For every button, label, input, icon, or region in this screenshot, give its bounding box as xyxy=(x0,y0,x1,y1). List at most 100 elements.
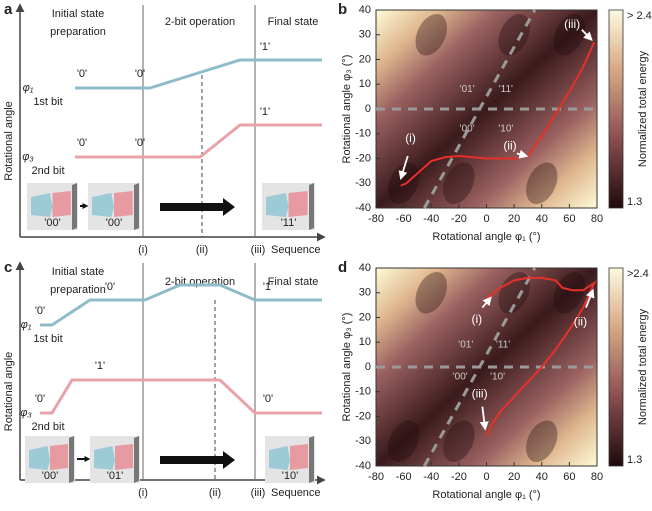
icon-label: '11' xyxy=(281,217,297,229)
bit-name: 1st bit xyxy=(33,333,62,345)
y-tick-label: -20 xyxy=(355,410,371,422)
section-title: Final state xyxy=(268,16,319,28)
colorbar-label: > 2.4 xyxy=(627,10,652,22)
icon-label: '10' xyxy=(282,470,298,482)
x-label: (iii) xyxy=(251,244,266,256)
state-label: '00' xyxy=(453,372,468,383)
heatmap-minimum xyxy=(526,162,558,205)
x-tick-label: 20 xyxy=(508,213,520,225)
annotation-arrow xyxy=(585,288,595,308)
y-tick-label: -20 xyxy=(355,152,371,164)
bit-symbol: φ₁ xyxy=(21,319,32,331)
annotation-arrow xyxy=(581,29,593,41)
x-label: (ii) xyxy=(196,244,208,256)
y-tick-label: 20 xyxy=(359,311,371,323)
colorbar-title: Normalized total energy xyxy=(637,50,649,167)
y-tick-label: -30 xyxy=(355,177,371,189)
icon-slab xyxy=(134,436,139,483)
section-title: Final state xyxy=(268,276,319,288)
bit-state-label: '0' xyxy=(135,137,145,149)
annotation: (iii) xyxy=(472,386,488,400)
bit-line xyxy=(75,123,322,159)
section-title: Initial state xyxy=(52,266,105,278)
bit-symbol: φ₃ xyxy=(20,407,32,419)
annotation-arrow xyxy=(516,149,529,159)
bit-symbol: φ₃ xyxy=(22,151,34,163)
x-tick-label: 40 xyxy=(536,471,548,483)
y-tick-label: -10 xyxy=(355,128,371,140)
heatmap-minimum xyxy=(526,420,558,463)
section-title: 2-bit operation xyxy=(165,16,235,28)
icon-slab xyxy=(309,183,314,230)
x-tick-label: 80 xyxy=(591,213,603,225)
x-tick-label: -60 xyxy=(396,471,412,483)
state-label: '01' xyxy=(460,84,475,95)
y-tick-label: 30 xyxy=(359,29,371,41)
bit-name: 2nd bit xyxy=(31,421,64,433)
icon-label: '00' xyxy=(42,470,58,482)
icon-label: '00' xyxy=(44,217,60,229)
icon-label: '00' xyxy=(106,217,122,229)
x-tick-label: 60 xyxy=(563,471,575,483)
y-tick-label: 40 xyxy=(359,262,371,274)
state-label: '01' xyxy=(458,339,473,350)
bit-state-label: '0' xyxy=(105,281,115,293)
heatmap-minimum xyxy=(443,162,475,205)
y-tick-label: 10 xyxy=(359,336,371,348)
bit-state-label: '1' xyxy=(260,41,270,53)
heatmap-minimum xyxy=(387,420,420,463)
heatmap-minimum xyxy=(498,13,530,56)
x-tick-label: -20 xyxy=(451,213,467,225)
x-label: (iii) xyxy=(251,487,266,499)
x-axis-title: Rotational angle φ₁ (°) xyxy=(432,231,540,243)
state-label: '11' xyxy=(499,84,513,95)
heatmap-minimum xyxy=(553,271,586,314)
section-title: preparation xyxy=(50,284,106,296)
trajectory xyxy=(485,276,597,437)
annotation: (ii) xyxy=(574,315,587,329)
x-tick-label: 0 xyxy=(483,213,489,225)
section-title: preparation xyxy=(50,26,106,38)
icon-slab xyxy=(69,436,74,483)
y-tick-label: 30 xyxy=(359,287,371,299)
guide-line xyxy=(423,9,537,209)
icon-block xyxy=(29,446,50,470)
icon-block xyxy=(115,444,133,470)
panel-letter: c xyxy=(4,259,12,276)
y-tick-label: -40 xyxy=(355,202,371,214)
icon-slab xyxy=(309,436,314,483)
x-title: Sequence xyxy=(271,244,321,256)
bit-state-label: '0' xyxy=(77,68,87,80)
x-tick-label: -60 xyxy=(396,213,412,225)
bit-state-label: '1' xyxy=(260,106,270,118)
bit-symbol: φ₁ xyxy=(23,82,34,94)
icon-slab xyxy=(134,183,139,230)
annotation: (i) xyxy=(405,131,416,145)
annotation-arrow xyxy=(481,296,492,309)
x-tick-label: -80 xyxy=(368,213,384,225)
big-arrow xyxy=(160,451,235,469)
icon-block xyxy=(290,444,308,470)
bit-state-label: '1' xyxy=(95,360,105,372)
heatmap-minimum xyxy=(415,13,447,56)
x-axis-title: Rotational angle φ₁ (°) xyxy=(432,489,540,501)
colorbar-title: Normalized total energy xyxy=(637,308,649,425)
heatmap-minimum xyxy=(415,271,447,314)
x-tick-label: -80 xyxy=(368,471,384,483)
bit-state-label: '0' xyxy=(135,68,145,80)
colorbar xyxy=(608,267,624,467)
bit-name: 2nd bit xyxy=(31,165,64,177)
bit-line xyxy=(40,378,322,415)
y-tick-label: 0 xyxy=(365,361,371,373)
x-title: Sequence xyxy=(271,487,321,499)
y-axis-label: Rotational angle xyxy=(3,352,15,432)
annotation: (ii) xyxy=(503,138,516,152)
x-tick-label: -20 xyxy=(451,471,467,483)
x-label: (i) xyxy=(138,244,148,256)
y-tick-label: -30 xyxy=(355,435,371,447)
state-label: '10' xyxy=(498,123,513,134)
y-tick-label: -10 xyxy=(355,386,371,398)
bit-name: 1st bit xyxy=(33,96,62,108)
annotation: (iii) xyxy=(564,17,580,31)
